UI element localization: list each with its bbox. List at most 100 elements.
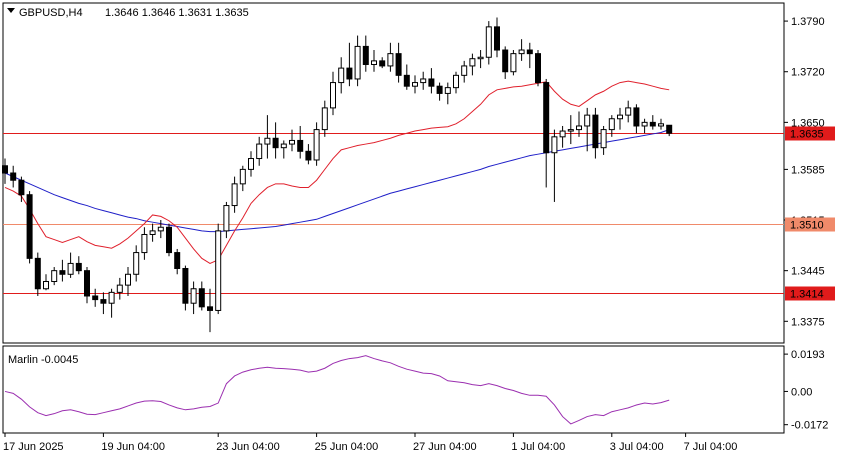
bull-candle-body — [469, 58, 476, 67]
bull-candle-body — [289, 139, 295, 145]
bear-candle-body — [34, 257, 41, 290]
time-tick-label: 3 Jul 04:00 — [610, 441, 664, 453]
bull-candle-body — [608, 118, 615, 131]
bull-candle-body — [576, 125, 582, 131]
marlin-line — [4, 355, 670, 425]
bull-candle-body — [231, 183, 238, 207]
price-level-tag-label: 1.3414 — [790, 289, 824, 301]
bear-candle-body — [403, 74, 410, 87]
bull-candle-body — [313, 129, 320, 161]
bear-candle-body — [166, 226, 172, 254]
bear-candle-body — [526, 49, 533, 55]
bull-candle-body — [485, 26, 492, 58]
bull-candle-body — [658, 123, 664, 127]
bear-candle-body — [592, 114, 599, 149]
bear-candle-body — [2, 165, 8, 174]
bull-candle-body — [157, 226, 164, 232]
candles — [2, 17, 673, 333]
price-tick-label: 1.3790 — [791, 16, 825, 28]
oscillator-axis: 0.0193 0.00 -0.0172 — [784, 349, 828, 432]
oscillator-tick-label: 0.0193 — [791, 349, 825, 361]
time-tick-label: 23 Jun 04:00 — [216, 441, 280, 453]
bear-candle-body — [92, 295, 99, 301]
bull-candle-body — [108, 291, 115, 304]
bear-candle-body — [198, 288, 205, 308]
bull-candle-body — [625, 107, 632, 116]
bull-candle-body — [559, 130, 566, 138]
bull-candle-body — [387, 53, 394, 67]
indicator-lines — [4, 80, 670, 264]
bear-candle-body — [543, 82, 550, 154]
bear-candle-body — [428, 78, 435, 87]
level-tags: 1.3635 1.3510 1.3414 — [785, 126, 835, 301]
time-tick-label: 1 Jul 04:00 — [511, 441, 565, 453]
bull-candle-body — [412, 82, 418, 87]
bull-candle-body — [141, 233, 148, 254]
moving-average-line — [4, 129, 670, 233]
bull-candle-body — [617, 114, 623, 120]
bull-candle-body — [641, 121, 648, 127]
oscillator-label: Marlin -0.0045 — [8, 354, 78, 366]
price-tick-label: 1.3720 — [791, 67, 825, 79]
ohlc-values: 1.3646 1.3646 1.3631 1.3635 — [105, 7, 249, 19]
bear-candle-body — [100, 299, 107, 304]
bull-candle-body — [321, 107, 328, 131]
bull-candle-body — [354, 45, 361, 80]
bull-candle-body — [280, 143, 287, 149]
bear-candle-body — [436, 85, 443, 94]
envelope-line — [4, 80, 670, 264]
bull-candle-body — [125, 273, 131, 286]
bear-candle-body — [362, 45, 369, 65]
bull-candle-body — [264, 137, 271, 145]
price-pane[interactable] — [2, 2, 785, 344]
time-tick-label: 25 Jun 04:00 — [315, 441, 379, 453]
bull-candle-body — [190, 288, 197, 304]
oscillator-tick-label: 0.00 — [791, 386, 812, 398]
time-axis: 17 Jun 2025 19 Jun 04:00 23 Jun 04:00 25 Ju… — [3, 432, 784, 453]
bull-candle-body — [453, 74, 459, 89]
bull-candle-body — [444, 87, 451, 94]
oscillator-pane[interactable] — [2, 345, 785, 434]
oscillator-pane-frame — [2, 345, 785, 434]
price-level-tag-label: 1.3510 — [790, 220, 824, 232]
bear-candle-body — [379, 60, 386, 67]
price-pane-frame — [2, 2, 785, 344]
dropdown-triangle-icon[interactable] — [7, 8, 15, 13]
bear-candle-body — [75, 262, 82, 272]
chart-header: GBPUSD,H4 1.3646 1.3646 1.3631 1.3635 — [7, 7, 249, 19]
price-level-tag — [785, 217, 835, 232]
bull-candle-body — [371, 60, 377, 65]
bull-candle-body — [330, 82, 336, 109]
time-tick-label: 7 Jul 04:00 — [684, 441, 738, 453]
bear-candle-body — [272, 137, 279, 149]
bull-candle-body — [239, 168, 246, 185]
bear-candle-body — [182, 267, 189, 304]
bull-candle-body — [551, 136, 558, 154]
bear-candle-body — [649, 121, 656, 127]
time-tick-label: 19 Jun 04:00 — [101, 441, 165, 453]
bear-candle-body — [666, 124, 673, 134]
bull-candle-body — [600, 129, 607, 149]
bear-candle-body — [84, 270, 90, 297]
bull-candle-body — [510, 53, 517, 73]
bear-candle-body — [305, 150, 312, 161]
bear-candle-body — [10, 172, 17, 181]
symbol-label: GBPUSD,H4 — [19, 7, 83, 19]
price-level-tag-label: 1.3635 — [790, 129, 824, 141]
bear-candle-body — [346, 67, 353, 80]
price-tick-label: 1.3375 — [791, 316, 825, 328]
bull-candle-body — [461, 65, 468, 76]
bear-candle-body — [174, 252, 181, 269]
price-tick-label: 1.3650 — [791, 117, 825, 129]
bull-candle-body — [67, 262, 74, 275]
bull-candle-body — [248, 158, 254, 170]
price-level-tag — [785, 126, 835, 141]
oscillator-line — [4, 355, 670, 425]
bear-candle-body — [395, 53, 402, 76]
bear-candle-body — [494, 26, 500, 51]
oscillator-tick-label: -0.0172 — [791, 420, 828, 432]
bull-candle-body — [51, 270, 58, 283]
bull-candle-body — [116, 284, 123, 293]
bull-candle-body — [420, 78, 427, 84]
